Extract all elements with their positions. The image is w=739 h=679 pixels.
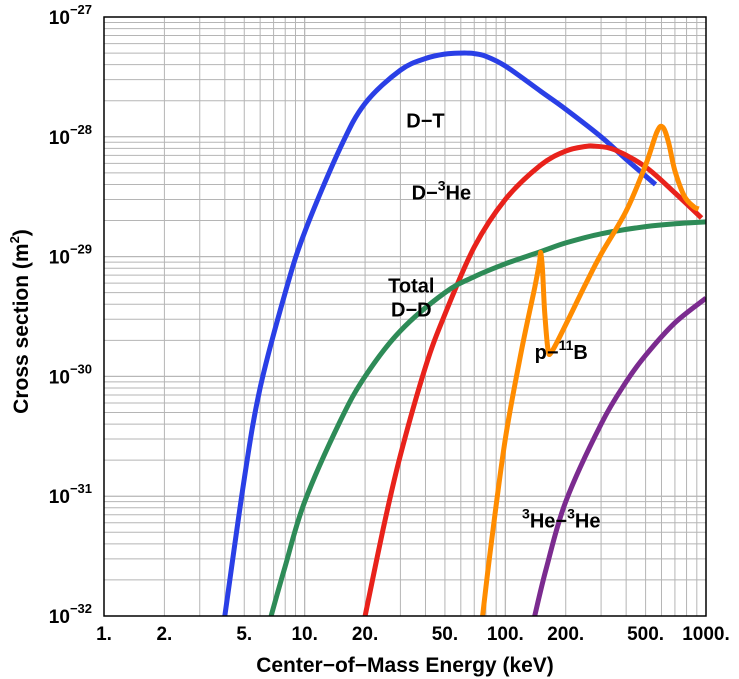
series-line-dt (222, 50, 658, 616)
y-axis-label: Cross section (m2) (7, 229, 33, 414)
x-tick-label: 100. (487, 624, 524, 645)
series-label-dd: D−D (391, 300, 432, 322)
x-tick-label: 200. (547, 624, 584, 645)
plot-frame (103, 16, 707, 617)
x-tick-label: 10. (291, 624, 317, 645)
series-label-d3he: D−3He (412, 177, 472, 204)
x-tick-label: 20. (352, 624, 378, 645)
grid (104, 17, 706, 616)
x-tick-label: 5. (236, 624, 252, 645)
series-line-d3he (362, 143, 704, 616)
y-tick-label: 10−27 (49, 2, 92, 29)
series-line-he3he3 (532, 296, 706, 616)
y-tick-label: 10−31 (49, 481, 92, 508)
series-label-he3he3: 3He−3He (522, 505, 600, 532)
y-axis-ticks: 10−32 10−31 10−30 10−29 10−28 10−27 (49, 2, 92, 628)
y-tick-label: 10−32 (49, 601, 92, 628)
series-line-dd (268, 219, 706, 616)
series-label-dt: D−T (406, 110, 444, 132)
curves (222, 50, 706, 616)
series-label-p11b: p−11B (535, 337, 588, 364)
series-label-dd: Total (388, 276, 434, 298)
x-tick-label: 1000. (682, 624, 730, 645)
x-tick-label: 500. (627, 624, 664, 645)
x-axis-ticks: 1. 2. 5. 10. 20. 50. 100. 200. 500. 1000. (96, 624, 730, 645)
x-tick-label: 2. (156, 624, 172, 645)
x-axis-label: Center−of−Mass Energy (keV) (256, 654, 554, 677)
series-line-p11b (480, 123, 700, 616)
x-tick-label: 1. (96, 624, 112, 645)
x-tick-label: 50. (432, 624, 458, 645)
y-tick-label: 10−29 (49, 242, 92, 269)
y-tick-label: 10−30 (49, 361, 92, 388)
y-tick-label: 10−28 (49, 122, 92, 149)
